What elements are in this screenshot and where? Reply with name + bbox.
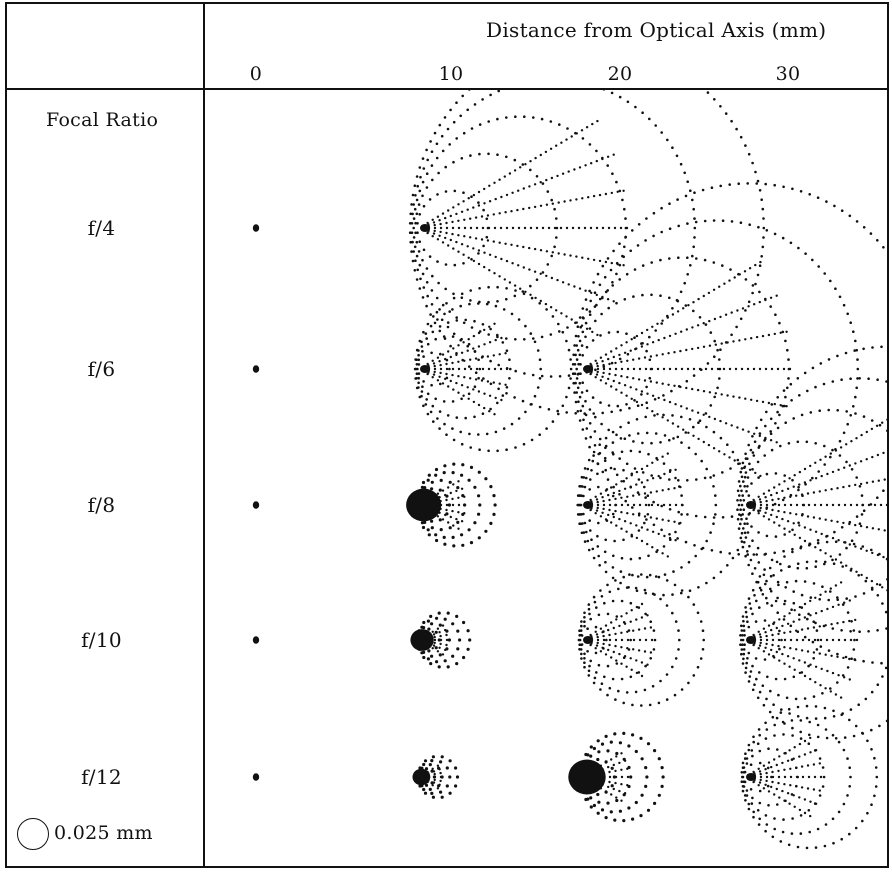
spot-diagram-f12-20mm	[568, 731, 665, 823]
tick-label-30: 30	[775, 63, 801, 85]
spot-diagram-f4-0mm	[252, 224, 260, 232]
scale-label: 0.025 mm	[54, 822, 153, 844]
spot-diagram-f10-20mm	[577, 573, 705, 707]
tick-label-10: 10	[438, 63, 464, 85]
spot-diagram-f6-0mm	[252, 365, 260, 373]
axis-title: Distance from Optical Axis (mm)	[486, 18, 827, 42]
spot-diagram-f12-0mm	[252, 773, 260, 781]
spot-diagram-f8-30mm	[736, 345, 889, 665]
spot-diagram-f6-20mm	[571, 182, 889, 556]
column-divider	[203, 2, 205, 868]
spot-diagram-f10-0mm	[252, 636, 260, 644]
tick-label-0: 0	[249, 63, 263, 85]
row-label-f10: f/10	[81, 628, 122, 652]
spot-diagram-f8-0mm	[252, 501, 260, 509]
spot-diagram-f10-10mm	[410, 611, 472, 669]
spot-diagram-f8-20mm	[576, 413, 751, 597]
spot-diagram-area	[252, 90, 889, 850]
row-label-f6: f/6	[87, 357, 116, 381]
header-divider	[5, 88, 889, 90]
spot-diagram-f10-30mm	[739, 540, 889, 740]
spot-diagram-f4-10mm	[408, 90, 766, 415]
spot-diagram-f8-10mm	[406, 462, 497, 548]
spot-diagram-f12-30mm	[740, 704, 879, 850]
row-label-f12: f/12	[81, 765, 122, 789]
focal-ratio-header: Focal Ratio	[46, 109, 159, 131]
scale-circle-icon	[17, 818, 49, 850]
row-label-f4: f/4	[87, 216, 116, 240]
row-label-f8: f/8	[87, 493, 116, 517]
spot-diagram-f6-10mm	[413, 285, 573, 453]
tick-label-20: 20	[607, 63, 633, 85]
spot-diagram-f12-10mm	[412, 755, 460, 799]
table-frame	[5, 2, 889, 868]
